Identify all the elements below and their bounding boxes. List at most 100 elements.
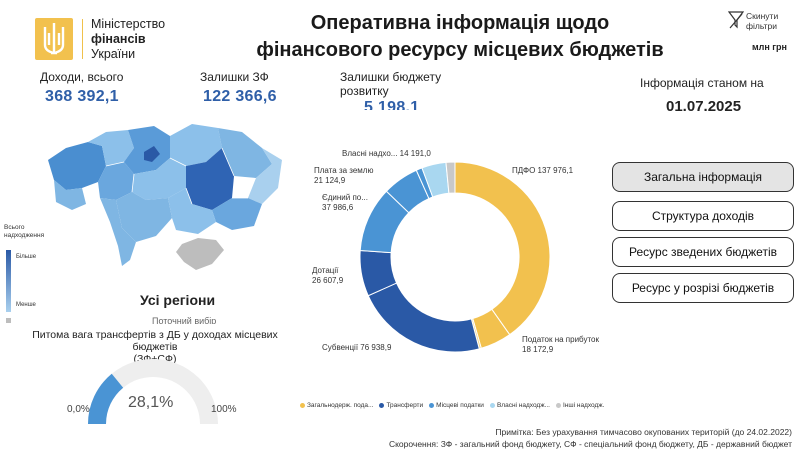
legend-swatch — [429, 402, 435, 408]
trident-emblem-icon — [35, 18, 73, 60]
legend-label: Інші надходж. — [563, 402, 605, 409]
map-region-center-west[interactable] — [98, 162, 134, 200]
gauge-value-label: 28,1% — [128, 394, 174, 411]
map-legend: Всього надходження Більше Менше — [4, 224, 52, 334]
selected-region-caption: Поточний вибір — [152, 316, 217, 324]
as-of-label: Інформація станом на — [640, 76, 764, 90]
title-line-1: Оперативна інформація щодо — [310, 12, 610, 34]
logo-line-2: фінансів — [91, 31, 146, 46]
callout-pdfo: ПДФО 137 976,1 — [512, 166, 574, 175]
map-region-kherson[interactable] — [168, 188, 216, 234]
ministry-logo: Міністерство фінансів України — [34, 14, 204, 64]
kpi-income-label: Доходи, всього — [40, 70, 124, 84]
map-region-northwest[interactable] — [88, 130, 134, 166]
ministry-name: Міністерство фінансів України — [91, 17, 165, 62]
map-region-kyiv-city[interactable] — [144, 146, 160, 162]
map-region-crimea[interactable] — [176, 238, 224, 270]
donut-legend-item[interactable]: Інші надходж. — [556, 402, 604, 409]
map-region-zaporizhzhia[interactable] — [212, 198, 262, 230]
legend-swatch — [556, 402, 561, 408]
donut-legend-item[interactable]: Загальнодерж. пода... — [300, 402, 373, 409]
map-region-north-east[interactable] — [170, 124, 222, 166]
revenue-structure-donut: ПДФО 137 976,1 Податок на прибуток 18 17… — [300, 130, 610, 420]
map-legend-gradient — [6, 250, 11, 312]
map-region-west-south[interactable] — [54, 180, 86, 210]
callout-land-fee-line-1: Плата за землю — [314, 166, 374, 175]
map-region-east[interactable] — [218, 128, 272, 178]
reset-label-line-1: Скинути — [746, 11, 779, 21]
reset-filters-label: Скинути фільтри — [746, 11, 778, 31]
nav-general-info-button[interactable]: Загальна інформація — [612, 162, 794, 192]
kpi-gf-balance-label: Залишки ЗФ — [200, 70, 269, 84]
map-legend-title-line-2: надходження — [4, 232, 45, 239]
callout-single-tax-line-1: Єдиний по... — [322, 193, 368, 202]
callout-subventions: Субвенції 76 938,9 — [322, 343, 392, 352]
kpi-dev-budget-value: 5 198,1 — [364, 99, 420, 110]
donut-legend-item[interactable]: Власні надходж... — [489, 402, 550, 409]
donut-legend-item[interactable]: Трансферти — [379, 402, 423, 409]
callout-own-revenue: Власні надхо... 14 191,0 — [342, 149, 431, 158]
legend-label: Місцеві податки — [436, 402, 484, 409]
callout-profit-tax-line-2: 18 172,9 — [522, 345, 554, 354]
map-legend-title-line-1: Всього — [4, 224, 25, 231]
footnote-abbreviations: Скорочення: ЗФ - загальний фонд бюджету,… — [388, 439, 792, 449]
callout-profit-tax: Податок на прибуток 18 172,9 — [522, 335, 599, 355]
as-of-date: 01.07.2025 — [666, 98, 742, 115]
callout-land-fee-line-2: 21 124,9 — [314, 176, 346, 185]
reset-label-line-2: фільтри — [746, 21, 777, 31]
kpi-dev-budget-label-line-1: Залишки бюджету — [340, 70, 442, 84]
transfer-share-gauge — [88, 359, 218, 425]
donut-legend: Загальнодерж. пода... Трансферти Місцеві п… — [300, 402, 620, 409]
legend-swatch — [379, 402, 385, 408]
legend-swatch — [300, 402, 305, 408]
nav-consolidated-budgets-button[interactable]: Ресурс зведених бюджетів — [612, 237, 794, 267]
map-region-odesa[interactable] — [100, 198, 136, 266]
footnote-note: Примітка: Без урахування тимчасово окупо… — [495, 427, 792, 437]
logo-line-3: України — [91, 46, 136, 61]
kpi-dev-budget-label: Залишки бюджету розвитку — [340, 70, 441, 98]
callout-subsidies: Дотації 26 607,9 — [312, 266, 343, 286]
map-legend-no-data-swatch — [6, 318, 11, 323]
donut-slice-0[interactable] — [454, 161, 551, 336]
map-region-far-east[interactable] — [248, 148, 282, 204]
callout-subsidies-line-2: 26 607,9 — [312, 276, 344, 285]
donut-svg — [359, 161, 551, 353]
title-line-2: фінансового ресурсу місцевих бюджетів — [256, 39, 664, 61]
legend-label: Загальнодерж. пода... — [307, 402, 374, 409]
logo-line-1: Міністерство — [91, 16, 166, 31]
ukraine-regions-map[interactable] — [36, 118, 286, 288]
region-borders — [105, 147, 248, 205]
gauge-max-label: 100% — [211, 404, 237, 415]
callout-single-tax-line-2: 37 986,6 — [322, 203, 354, 212]
map-legend-max: Більше — [16, 254, 37, 260]
kpi-dev-budget-label-line-2: розвитку — [340, 84, 389, 98]
donut-legend-item[interactable]: Місцеві податки — [429, 402, 484, 409]
map-region-center[interactable] — [132, 158, 186, 200]
nav-budgets-breakdown-button[interactable]: Ресурс у розрізі бюджетів — [612, 273, 794, 303]
reset-filters-button[interactable]: Скинути фільтри — [724, 8, 794, 42]
gauge-min-label: 0,0% — [67, 404, 90, 415]
map-region-south[interactable] — [116, 192, 172, 242]
map-region-kyiv-oblast[interactable] — [124, 126, 170, 174]
gauge-fill — [88, 373, 124, 425]
callout-land-fee: Плата за землю 21 124,9 — [314, 166, 373, 186]
callout-single-tax: Єдиний по... 37 986,6 — [322, 193, 368, 213]
callout-subsidies-line-1: Дотації — [312, 266, 339, 275]
callout-profit-tax-line-1: Податок на прибуток — [522, 335, 599, 344]
donut-slice-9[interactable] — [445, 161, 456, 194]
legend-swatch — [489, 402, 495, 408]
page-title: Оперативна інформація щодо фінансового р… — [240, 10, 680, 64]
legend-label: Трансферти — [386, 402, 424, 409]
transfer-share-title-line-1: Питома вага трансфертів з ДБ у доходах м… — [32, 329, 278, 353]
map-legend-min: Менше — [16, 302, 36, 308]
legend-label: Власні надходж... — [496, 402, 550, 409]
logo-divider — [82, 19, 83, 59]
map-region-west[interactable] — [48, 142, 106, 190]
donut-slice-3[interactable] — [367, 282, 480, 353]
kpi-gf-balance-value: 122 366,6 — [203, 88, 277, 105]
filter-reset-icon — [728, 11, 744, 29]
kpi-income-value: 368 392,1 — [45, 88, 119, 105]
selected-region: Усі регіони — [140, 292, 216, 308]
nav-revenue-structure-button[interactable]: Структура доходів — [612, 201, 794, 231]
map-region-dnipro[interactable] — [186, 148, 234, 210]
